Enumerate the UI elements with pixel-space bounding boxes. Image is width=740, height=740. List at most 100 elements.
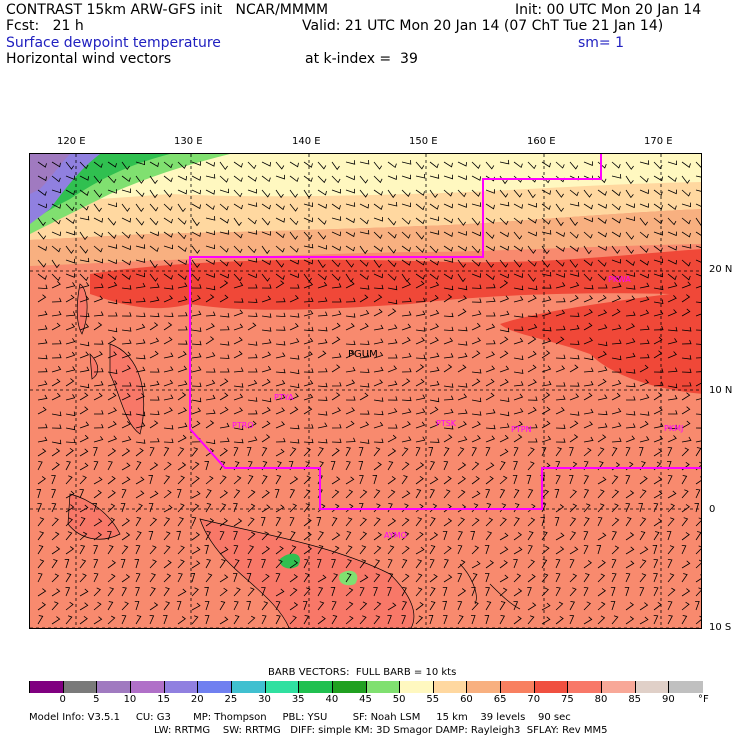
wind-barb: [681, 436, 692, 443]
wind-barb: [667, 395, 678, 401]
wind-barb: [121, 462, 131, 471]
station-pkmj: PKMJ: [664, 424, 683, 433]
wind-barb: [569, 312, 580, 317]
wind-barb: [597, 532, 607, 541]
wind-barb: [345, 573, 352, 583]
wind-barb: [471, 411, 482, 416]
wind-barb: [667, 282, 678, 289]
wind-barb: [443, 217, 453, 224]
wind-barb: [135, 447, 144, 457]
wind-barb: [219, 503, 227, 513]
wind-barb: [261, 615, 267, 625]
wind-barb: [177, 517, 184, 527]
wind-barb: [541, 326, 552, 332]
wind-barb: [639, 559, 647, 569]
wind-barb: [639, 189, 649, 195]
wind-barb: [583, 203, 593, 210]
wind-barb: [149, 189, 158, 199]
wind-barb: [555, 325, 566, 331]
wind-barb: [583, 381, 594, 387]
wind-barb: [457, 383, 468, 388]
wind-barb: [317, 311, 328, 317]
wind-barb: [331, 476, 341, 485]
wind-barb: [149, 175, 158, 185]
wind-barb: [247, 341, 258, 346]
wind-barb: [429, 174, 440, 179]
wind-barb: [51, 273, 61, 282]
wind-barb: [387, 273, 397, 281]
wind-barb: [555, 546, 565, 555]
wind-barb: [93, 367, 104, 373]
wind-barb: [51, 573, 60, 583]
wind-barb: [471, 421, 481, 429]
wind-barb: [457, 217, 466, 226]
wind-barb: [653, 615, 659, 625]
wind-barb: [317, 531, 324, 541]
wind-barb: [247, 379, 258, 387]
wind-barb: [275, 573, 281, 583]
wind-barb: [135, 531, 142, 541]
wind-barb: [415, 462, 425, 471]
wind-barb: [429, 421, 439, 429]
wind-barb: [681, 175, 690, 184]
lat-label: 20 N: [709, 264, 733, 275]
wind-barb: [653, 161, 663, 170]
wind-barb: [331, 407, 341, 415]
wind-barb: [429, 189, 438, 198]
wind-barb: [51, 546, 61, 555]
wind-barb: [359, 615, 367, 625]
wind-barb: [135, 282, 146, 289]
wind-barb: [303, 217, 313, 223]
wind-barb: [373, 284, 384, 290]
wind-barb: [219, 447, 228, 457]
color-bar-tick: 35: [291, 694, 305, 705]
wind-barb: [289, 383, 300, 389]
wind-barb: [65, 447, 74, 457]
wind-barb: [191, 602, 201, 611]
wind-barb: [639, 282, 650, 289]
wind-barb: [653, 559, 659, 569]
wind-barb: [653, 258, 664, 264]
wind-barb: [121, 365, 131, 373]
wind-barb: [625, 447, 631, 457]
wind-barb: [513, 573, 522, 583]
wind-barb: [149, 245, 159, 253]
wind-barb: [401, 587, 407, 597]
color-bar-tick: 30: [258, 694, 271, 705]
wind-barb: [303, 393, 314, 401]
wind-barb: [597, 231, 607, 238]
wind-barb: [583, 295, 593, 303]
wind-barb: [289, 424, 300, 430]
wind-barb: [261, 397, 272, 403]
wind-barb: [121, 203, 130, 212]
wind-barb: [191, 189, 201, 195]
wind-barb: [541, 503, 547, 513]
wind-barb: [499, 615, 506, 625]
wind-barb: [513, 408, 524, 415]
wind-barb: [247, 298, 258, 303]
wind-barb: [303, 337, 314, 345]
wind-barb: [219, 245, 229, 253]
wind-barb: [248, 368, 258, 373]
wind-barb: [121, 601, 129, 611]
wind-barb: [204, 601, 210, 611]
wind-barb: [429, 281, 440, 289]
wind-barb: [261, 447, 268, 457]
wind-barb: [135, 573, 141, 583]
wind-barb: [513, 615, 522, 625]
wind-barb: [555, 601, 564, 611]
wind-barb: [443, 503, 452, 513]
wind-barb: [457, 352, 468, 359]
wind-barb: [246, 447, 252, 457]
wind-barb: [205, 285, 216, 291]
wind-barb: [134, 601, 140, 611]
wind-barb: [470, 530, 476, 541]
wind-barb: [555, 282, 566, 289]
wind-barb: [527, 573, 536, 583]
wind-barb: [485, 601, 492, 611]
wind-barb: [541, 602, 551, 611]
wind-barb: [611, 615, 619, 625]
wind-barb: [611, 203, 621, 211]
wind-barb: [597, 573, 606, 583]
wind-barb: [499, 397, 510, 402]
